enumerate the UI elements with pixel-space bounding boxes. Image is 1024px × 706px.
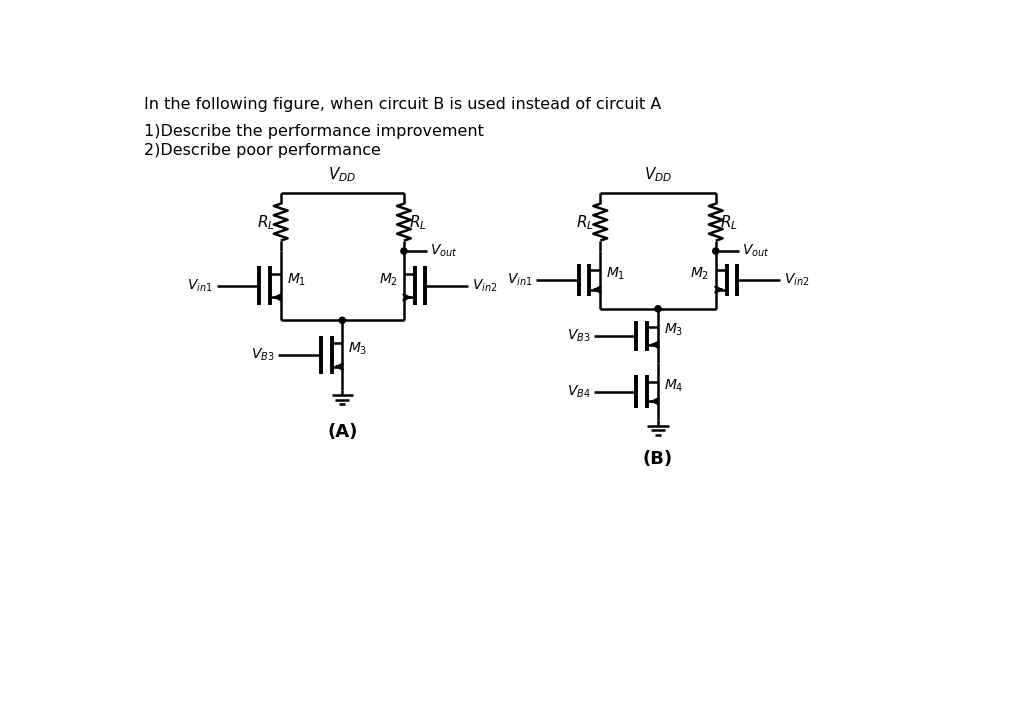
Text: $V_{in1}$: $V_{in1}$ bbox=[187, 277, 213, 294]
Text: $V_{in2}$: $V_{in2}$ bbox=[783, 272, 809, 288]
Text: $M_1$: $M_1$ bbox=[606, 266, 626, 282]
Text: $M_2$: $M_2$ bbox=[379, 271, 397, 288]
Circle shape bbox=[713, 248, 719, 254]
Text: 1)Describe the performance improvement: 1)Describe the performance improvement bbox=[144, 124, 484, 139]
Circle shape bbox=[400, 248, 407, 254]
Text: $R_L$: $R_L$ bbox=[577, 213, 594, 232]
Text: In the following figure, when circuit B is used instead of circuit A: In the following figure, when circuit B … bbox=[144, 97, 662, 112]
Text: (B): (B) bbox=[643, 450, 673, 468]
Text: $M_4$: $M_4$ bbox=[665, 378, 684, 394]
Text: $R_L$: $R_L$ bbox=[257, 213, 274, 232]
Text: $M_3$: $M_3$ bbox=[665, 321, 683, 337]
Text: $V_{DD}$: $V_{DD}$ bbox=[644, 165, 672, 184]
Text: $V_{out}$: $V_{out}$ bbox=[742, 243, 770, 259]
Text: $V_{out}$: $V_{out}$ bbox=[430, 243, 458, 259]
Text: (A): (A) bbox=[327, 423, 357, 441]
Circle shape bbox=[655, 306, 662, 312]
Text: $V_{B3}$: $V_{B3}$ bbox=[251, 347, 274, 363]
Text: $V_{B4}$: $V_{B4}$ bbox=[566, 383, 590, 400]
Text: $R_L$: $R_L$ bbox=[409, 213, 426, 232]
Text: $M_1$: $M_1$ bbox=[287, 271, 306, 288]
Text: $V_{in2}$: $V_{in2}$ bbox=[472, 277, 498, 294]
Text: $V_{B3}$: $V_{B3}$ bbox=[566, 328, 590, 344]
Text: $V_{DD}$: $V_{DD}$ bbox=[328, 165, 356, 184]
Circle shape bbox=[339, 317, 345, 323]
Text: $V_{in1}$: $V_{in1}$ bbox=[507, 272, 532, 288]
Text: $M_3$: $M_3$ bbox=[348, 340, 368, 357]
Text: $R_L$: $R_L$ bbox=[720, 213, 738, 232]
Text: 2)Describe poor performance: 2)Describe poor performance bbox=[144, 143, 381, 158]
Text: $M_2$: $M_2$ bbox=[690, 266, 710, 282]
